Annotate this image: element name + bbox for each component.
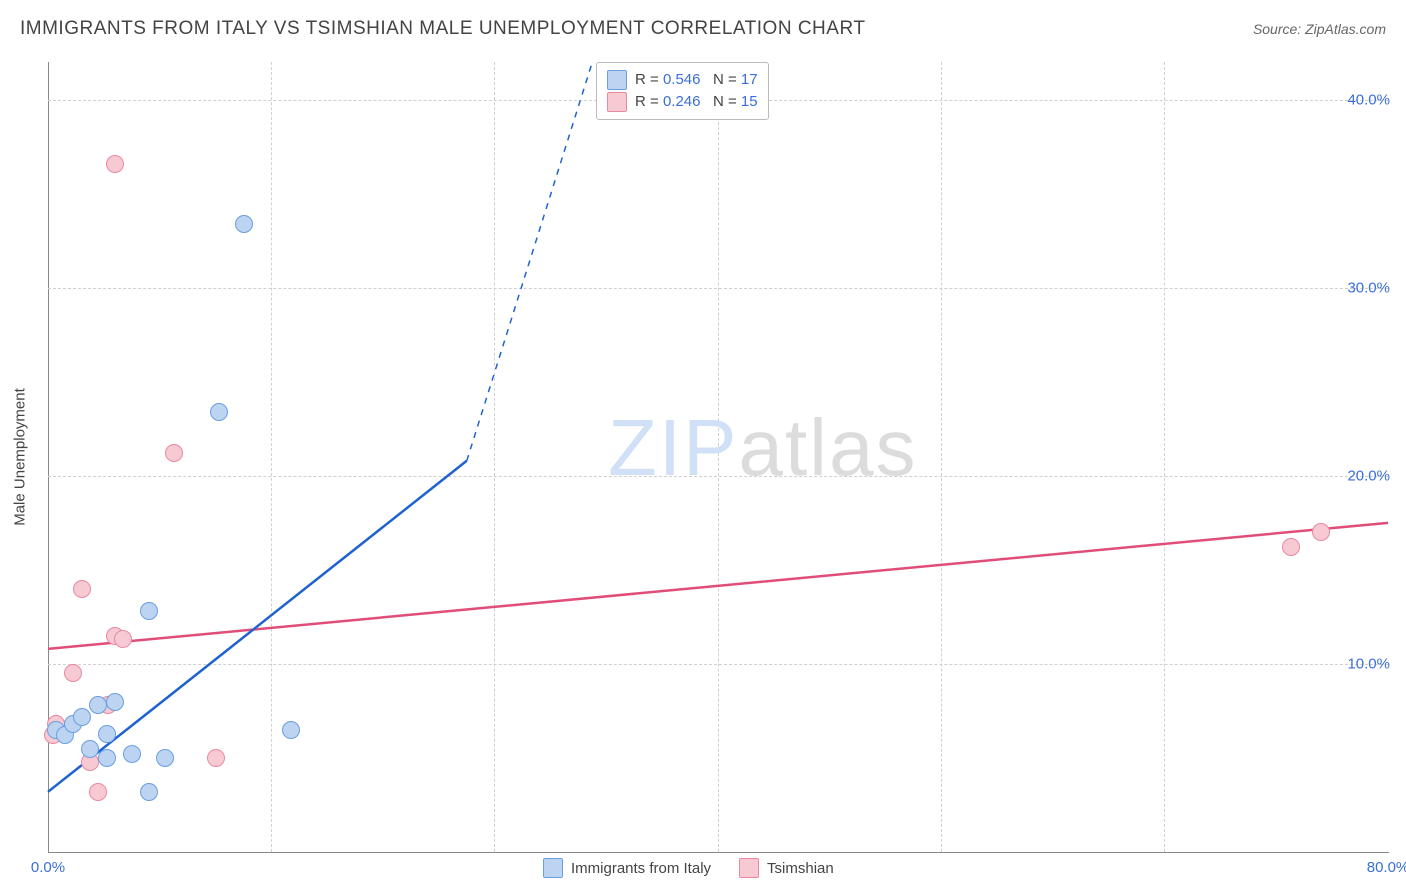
legend-row-tsimshian: R = 0.246 N = 15 — [607, 91, 758, 113]
trend-lines — [48, 62, 1388, 852]
data-point-tsimshian — [1312, 523, 1330, 541]
data-point-tsimshian — [73, 580, 91, 598]
data-point-italy — [98, 725, 116, 743]
data-point-tsimshian — [64, 664, 82, 682]
data-point-italy — [140, 602, 158, 620]
scatter-chart: Male Unemployment 10.0%20.0%30.0%40.0%0.… — [48, 62, 1388, 852]
swatch-italy — [543, 858, 563, 878]
x-tick-label: 80.0% — [1367, 859, 1406, 876]
y-axis-label: Male Unemployment — [12, 388, 29, 526]
data-point-italy — [140, 783, 158, 801]
x-tick-label: 0.0% — [31, 859, 65, 876]
data-point-italy — [123, 745, 141, 763]
data-point-italy — [98, 749, 116, 767]
data-point-italy — [156, 749, 174, 767]
data-point-italy — [81, 740, 99, 758]
swatch-tsimshian — [607, 92, 627, 112]
legend-label-italy: Immigrants from Italy — [571, 860, 711, 877]
data-point-tsimshian — [1282, 538, 1300, 556]
data-point-italy — [210, 403, 228, 421]
chart-title: IMMIGRANTS FROM ITALY VS TSIMSHIAN MALE … — [20, 18, 865, 40]
chart-source: Source: ZipAtlas.com — [1253, 21, 1386, 37]
legend-item-italy: Immigrants from Italy — [543, 858, 711, 878]
data-point-italy — [235, 215, 253, 233]
data-point-italy — [89, 696, 107, 714]
legend-top: R = 0.546 N = 17R = 0.246 N = 15 — [596, 62, 769, 120]
data-point-tsimshian — [114, 630, 132, 648]
data-point-tsimshian — [207, 749, 225, 767]
data-point-tsimshian — [106, 155, 124, 173]
chart-header: IMMIGRANTS FROM ITALY VS TSIMSHIAN MALE … — [20, 18, 1386, 40]
swatch-italy — [607, 70, 627, 90]
data-point-tsimshian — [89, 783, 107, 801]
data-point-italy — [282, 721, 300, 739]
legend-row-italy: R = 0.546 N = 17 — [607, 69, 758, 91]
legend-label-tsimshian: Tsimshian — [767, 860, 834, 877]
data-point-italy — [73, 708, 91, 726]
data-point-italy — [106, 693, 124, 711]
legend-item-tsimshian: Tsimshian — [739, 858, 834, 878]
legend-bottom: Immigrants from Italy Tsimshian — [543, 858, 834, 878]
swatch-tsimshian — [739, 858, 759, 878]
data-point-tsimshian — [165, 444, 183, 462]
